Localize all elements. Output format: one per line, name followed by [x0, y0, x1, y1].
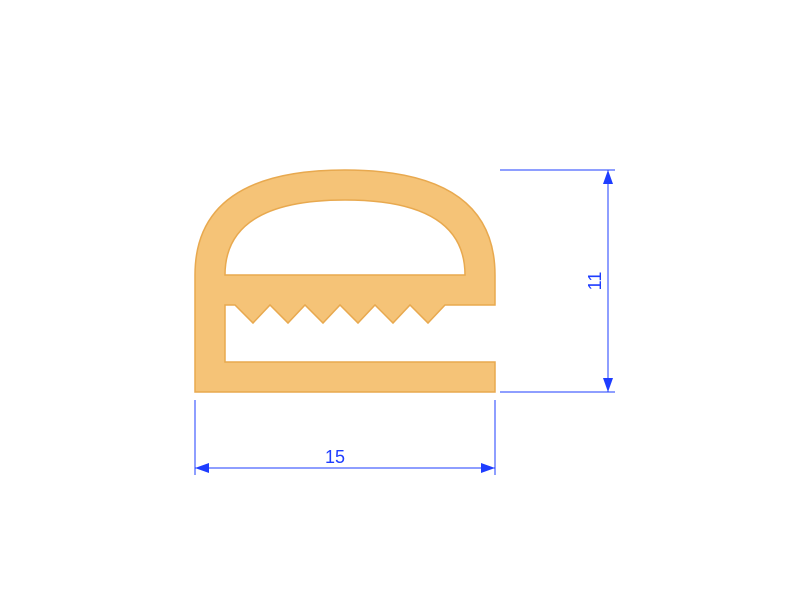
drawing-svg: 15 11	[0, 0, 803, 602]
technical-drawing-container: 15 11	[0, 0, 803, 602]
width-arrow-right	[481, 463, 495, 473]
width-dimension-value: 15	[325, 447, 345, 467]
height-dimension-value: 11	[585, 272, 605, 291]
height-arrow-top	[603, 170, 613, 184]
width-arrow-left	[195, 463, 209, 473]
height-arrow-bottom	[603, 378, 613, 392]
profile-cross-section	[195, 170, 495, 392]
